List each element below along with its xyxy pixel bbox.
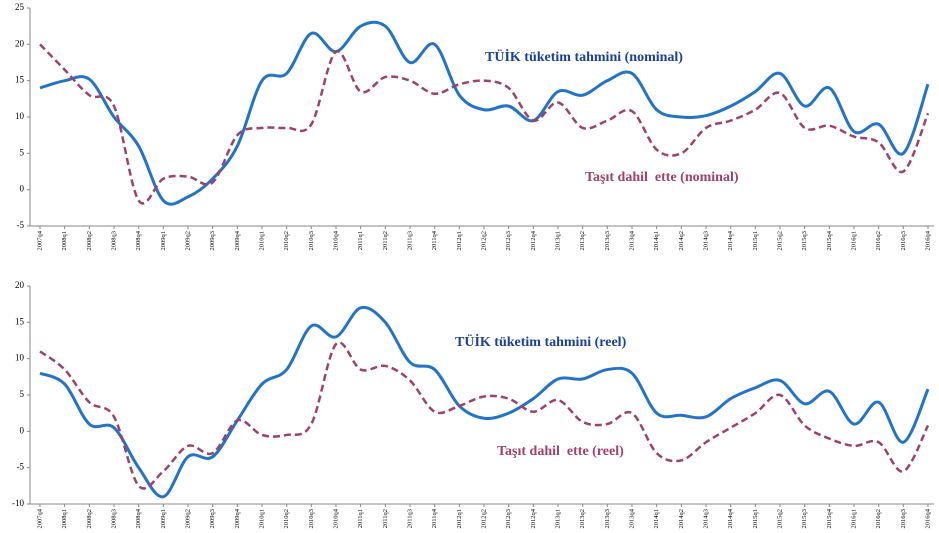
x-tick-label: 2014q3 [702, 231, 709, 251]
x-tick-label: 2016q2 [875, 231, 882, 251]
x-tick-label: 2015q3 [801, 509, 808, 529]
x-tick-label: 2008q4 [135, 230, 142, 250]
x-tick-label: 2007q4 [36, 230, 43, 250]
x-tick-label: 2008q2 [86, 231, 93, 251]
x-tick-label: 2008q3 [110, 231, 117, 251]
x-tick-label: 2012q2 [480, 509, 487, 529]
x-tick-label: 2013q4 [628, 508, 635, 528]
x-tick-label: 2013q4 [628, 230, 635, 250]
x-tick-label: 2012q4 [530, 508, 537, 528]
x-tick-label: 2015q3 [801, 231, 808, 251]
x-tick-label: 2013q3 [604, 231, 611, 251]
x-tick-label: 2015q1 [752, 231, 759, 251]
x-tick-label: 2009q4 [234, 508, 241, 528]
line-series [39, 341, 930, 490]
x-tick-label: 2009q3 [209, 509, 216, 529]
x-tick-label: 2008q1 [61, 231, 68, 251]
x-tick-label: 2016q1 [850, 231, 857, 251]
x-tick-label: 2014q4 [727, 230, 734, 250]
x-tick-label: 2011q2 [382, 231, 389, 250]
x-tick-label: 2010q1 [258, 509, 265, 529]
x-tick-label: 2016q3 [900, 231, 907, 251]
x-tick-label: 2009q2 [184, 231, 191, 251]
y-tick-label: -10 [12, 498, 24, 508]
y-tick-label: 5 [20, 147, 25, 157]
x-tick-label: 2016q3 [900, 509, 907, 529]
x-tick-label: 2009q1 [160, 509, 167, 529]
y-tick-label: 10 [15, 353, 25, 363]
x-tick-label: 2011q3 [406, 509, 413, 528]
x-tick-label: 2011q4 [431, 508, 438, 528]
x-tick-label: 2011q1 [357, 231, 364, 250]
x-tick-label: 2012q4 [530, 230, 537, 250]
y-tick-label: 0 [20, 425, 25, 435]
x-tick-label: 2007q4 [36, 508, 43, 528]
x-tick-label: 2009q4 [234, 230, 241, 250]
x-tick-label: 2016q4 [924, 508, 931, 528]
line-series [39, 305, 930, 499]
y-tick-label: -5 [17, 220, 25, 230]
x-tick-label: 2014q2 [678, 231, 685, 251]
x-tick-label: 2010q3 [308, 509, 315, 529]
y-tick-label: 0 [20, 184, 25, 194]
y-tick-label: 15 [15, 316, 25, 326]
x-tick-label: 2013q2 [579, 231, 586, 251]
x-tick-label: 2014q1 [653, 231, 660, 251]
series-label: TÜİK tüketim tahmini (nominal) [485, 48, 683, 65]
x-tick-label: 2011q3 [406, 231, 413, 250]
x-tick-label: 2010q2 [283, 231, 290, 251]
x-tick-label: 2013q1 [554, 509, 561, 529]
x-tick-label: 2012q2 [480, 231, 487, 251]
x-tick-label: 2016q2 [875, 509, 882, 529]
x-tick-label: 2012q3 [505, 509, 512, 529]
x-tick-label: 2015q2 [776, 231, 783, 251]
x-tick-label: 2014q1 [653, 509, 660, 529]
x-tick-label: 2013q3 [604, 509, 611, 529]
x-tick-label: 2014q4 [727, 508, 734, 528]
x-tick-label: 2015q4 [826, 230, 833, 250]
x-tick-label: 2011q1 [357, 509, 364, 528]
y-tick-label: 25 [15, 2, 25, 12]
y-tick-label: 20 [15, 38, 25, 48]
x-tick-label: 2015q1 [752, 509, 759, 529]
x-tick-label: 2008q1 [61, 509, 68, 529]
line-series [39, 43, 930, 205]
x-tick-label: 2013q2 [579, 509, 586, 529]
x-tick-label: 2013q1 [554, 231, 561, 251]
x-tick-label: 2016q4 [924, 230, 931, 250]
x-tick-label: 2010q1 [258, 231, 265, 251]
x-tick-label: 2012q1 [456, 509, 463, 529]
x-tick-label: 2015q2 [776, 509, 783, 529]
x-tick-label: 2015q4 [826, 508, 833, 528]
series-label: TÜİK tüketim tahmini (reel) [455, 333, 627, 350]
x-tick-label: 2009q3 [209, 231, 216, 251]
x-tick-label: 2009q2 [184, 509, 191, 529]
x-tick-label: 2012q1 [456, 231, 463, 251]
series-label: Taşıt dahil ette (reel) [497, 444, 624, 459]
line-series [39, 20, 930, 206]
x-tick-label: 2010q3 [308, 231, 315, 251]
x-tick-label: 2014q2 [678, 509, 685, 529]
y-tick-label: 15 [15, 75, 25, 85]
y-tick-label: 5 [20, 389, 25, 399]
x-tick-label: 2008q3 [110, 509, 117, 529]
x-tick-label: 2008q2 [86, 509, 93, 529]
x-tick-label: 2009q1 [160, 231, 167, 251]
x-tick-label: 2008q4 [135, 508, 142, 528]
y-tick-label: 10 [15, 111, 25, 121]
y-tick-label: -5 [17, 462, 25, 472]
series-label: Taşıt dahil ette (nominal) [585, 170, 739, 185]
x-tick-label: 2011q4 [431, 230, 438, 250]
y-tick-label: 20 [15, 280, 25, 290]
x-tick-label: 2010q4 [332, 508, 339, 528]
x-tick-label: 2016q1 [850, 509, 857, 529]
x-tick-label: 2012q3 [505, 231, 512, 251]
x-tick-label: 2010q2 [283, 509, 290, 529]
x-tick-label: 2011q2 [382, 509, 389, 528]
x-tick-label: 2010q4 [332, 230, 339, 250]
x-tick-label: 2014q3 [702, 509, 709, 529]
